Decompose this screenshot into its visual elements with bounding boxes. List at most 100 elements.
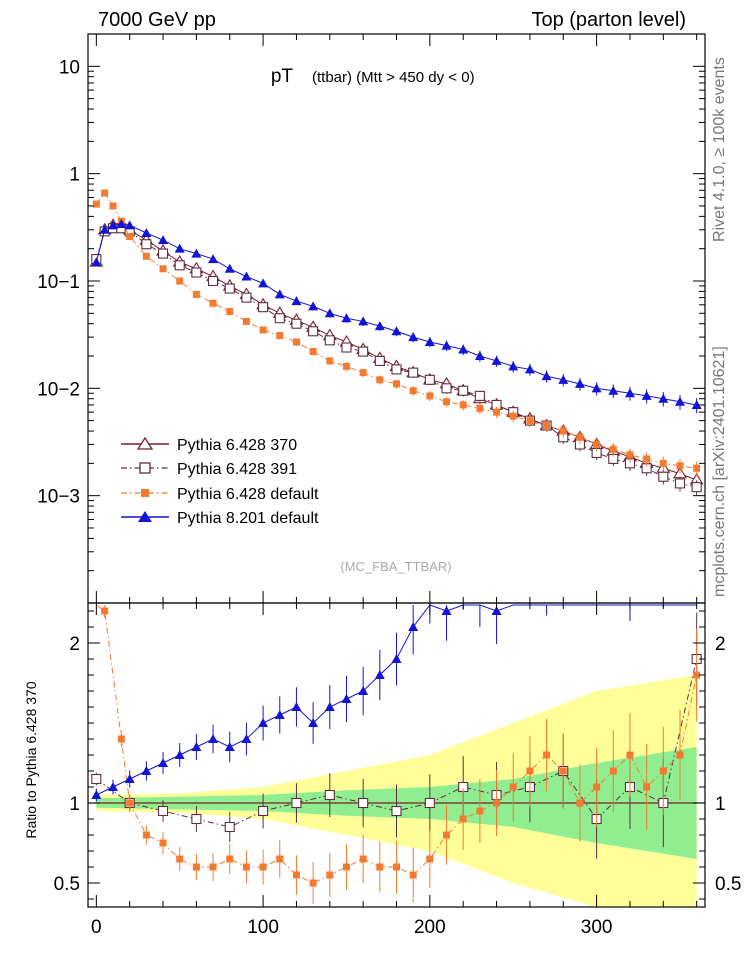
data-point-pdef [342, 362, 350, 370]
plot-title-subtitle: (ttbar) (Mtt > 450 dy < 0) [312, 69, 475, 86]
ratio-point-p8 [358, 686, 369, 695]
data-point-pdef [693, 464, 701, 472]
mcplots-reference-label: mcplots.cern.ch [arXiv:2401.10621] [711, 346, 728, 597]
x-tick-label: 0 [91, 917, 102, 938]
data-point-p8 [391, 326, 402, 336]
data-point-p8 [441, 340, 452, 350]
collision-energy-label: 7000 GeV pp [98, 9, 216, 31]
ratio-point-pdef [676, 751, 684, 759]
data-point-p8 [324, 308, 335, 318]
legend-entry-p391: Pythia 6.428 391 [121, 461, 297, 478]
ratio-point-pdef [259, 863, 267, 871]
ratio-point-pdef [242, 863, 250, 871]
process-label: Top (parton level) [531, 9, 686, 31]
ratio-point-pdef [376, 863, 384, 871]
rivet-version-label: Rivet 4.1.0, ≥ 100k events [711, 57, 728, 242]
ratio-point-p391 [157, 805, 169, 817]
data-point-p8 [341, 313, 352, 323]
data-point-p391 [458, 385, 469, 396]
data-point-p391 [441, 383, 452, 394]
main-y-tick-label: 1 [69, 165, 80, 186]
data-point-p8 [641, 390, 652, 400]
ratio-point-p391 [291, 797, 302, 809]
legend-marker-pdef [141, 489, 149, 497]
data-point-p8 [658, 393, 669, 403]
data-point-pdef [226, 307, 234, 315]
ratio-point-pdef [643, 783, 651, 791]
ratio-point-pdef [559, 767, 567, 775]
data-point-p8 [691, 399, 702, 409]
data-point-p391 [408, 367, 419, 378]
legend-entry-p8: Pythia 8.201 default [121, 510, 319, 527]
data-point-p391 [274, 313, 285, 324]
ratio-point-p391 [424, 797, 435, 809]
legend-entry-p370: Pythia 6.428 370 [121, 436, 297, 454]
legend-entry-pdef: Pythia 6.428 default [121, 486, 319, 503]
data-point-p391 [241, 292, 252, 303]
data-point-p391 [374, 355, 385, 366]
data-point-p8 [358, 316, 369, 326]
ratio-point-p391 [91, 773, 102, 785]
ratio-point-p391 [358, 797, 369, 809]
ratio-point-pdef [309, 879, 317, 887]
data-point-p391 [291, 318, 302, 329]
ratio-point-p391 [224, 821, 235, 833]
ratio-point-pdef [576, 799, 584, 807]
ratio-y-tick-label-right: 0.5 [715, 874, 741, 895]
data-point-pdef [676, 462, 684, 470]
data-point-p391 [208, 275, 219, 287]
data-point-p391 [691, 482, 702, 493]
data-point-p8 [141, 227, 152, 237]
main-y-tick-label: 10−3 [37, 487, 80, 508]
ratio-point-pdef [609, 767, 617, 775]
main-plot-marks [89, 189, 704, 496]
legend-label-pdef: Pythia 6.428 default [177, 486, 319, 503]
data-point-pdef [209, 299, 217, 307]
data-point-p391 [191, 267, 202, 278]
data-point-p8 [208, 254, 219, 264]
data-point-pdef [376, 376, 384, 384]
ratio-point-pdef [459, 815, 467, 823]
data-point-p8 [408, 332, 419, 342]
data-point-p8 [608, 385, 619, 395]
data-point-pdef [443, 398, 451, 406]
data-point-pdef [326, 357, 334, 365]
data-point-p8 [674, 396, 685, 406]
data-point-pdef [576, 433, 584, 441]
data-point-p8 [91, 257, 102, 267]
data-point-p391 [658, 471, 669, 482]
ratio-y-tick-label-left: 0.5 [54, 874, 80, 895]
ratio-point-p8 [191, 742, 202, 751]
legend-marker-p370 [136, 436, 154, 450]
main-y-tick-label: 10−2 [37, 379, 80, 400]
data-point-p8 [524, 364, 535, 374]
ratio-point-pdef [226, 855, 234, 863]
ratio-point-pdef [626, 751, 634, 759]
data-point-pdef [543, 422, 551, 430]
ratio-y-tick-label-left: 1 [69, 794, 80, 815]
data-point-pdef [142, 252, 150, 260]
ratio-point-p8 [391, 654, 402, 663]
data-point-pdef [426, 392, 434, 400]
data-point-p391 [424, 374, 435, 385]
ratio-point-p391 [391, 805, 402, 817]
analysis-label: (MC_FBA_TTBAR) [340, 559, 451, 574]
ratio-point-p391 [258, 805, 269, 817]
data-point-pdef [126, 232, 134, 240]
ratio-point-p8 [241, 734, 252, 743]
ratio-point-pdef [176, 855, 184, 863]
data-point-p8 [116, 218, 127, 228]
ratio-y-tick-label-right: 1 [715, 794, 726, 815]
data-point-p391 [391, 364, 402, 375]
data-point-pdef [242, 317, 250, 325]
series-p8 [91, 218, 702, 414]
ratio-point-p8 [208, 734, 219, 743]
ratio-point-pdef [443, 831, 451, 839]
axes: 10 1 10−1 10−2 10−3 0.5 0.5 1 1 2 2 0 100 200 300 [37, 33, 741, 938]
ratio-point-p8 [258, 718, 269, 727]
main-y-tick-label: 10 [59, 57, 80, 78]
data-point-pdef [393, 380, 400, 388]
data-point-pdef [476, 404, 484, 412]
data-point-pdef [159, 265, 167, 273]
data-point-pdef [176, 277, 184, 285]
